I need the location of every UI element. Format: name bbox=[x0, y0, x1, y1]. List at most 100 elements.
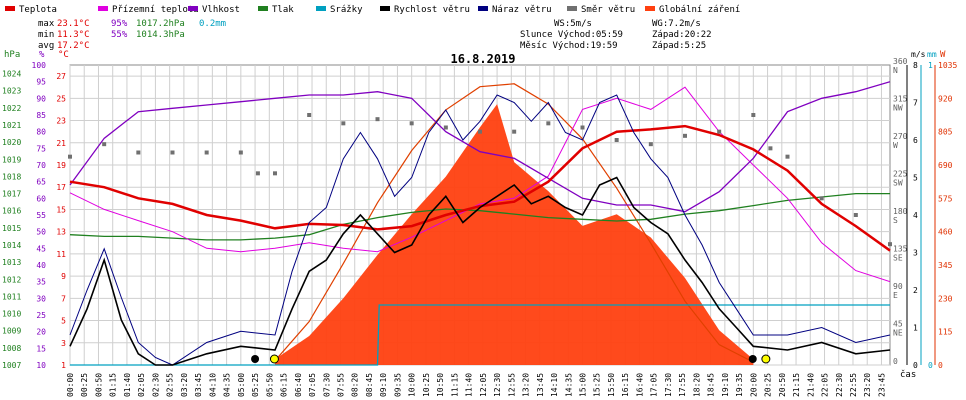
y-tick-pct: 45 bbox=[36, 244, 46, 253]
y-tick-pct: 95 bbox=[36, 78, 46, 87]
moonset-marker bbox=[251, 355, 260, 363]
y-tick-pct: 75 bbox=[36, 144, 46, 153]
y-tick-degc: 27 bbox=[56, 72, 66, 81]
y-tick-pct: 35 bbox=[36, 278, 46, 287]
legend-swatch bbox=[645, 6, 655, 11]
stats-min-humidity: 55% bbox=[111, 30, 128, 40]
y-tick-w: 460 bbox=[938, 228, 953, 237]
x-tick-label: 09:10 bbox=[379, 373, 388, 397]
y-tick-hpa: 1010 bbox=[2, 310, 21, 319]
y-tick-dir: 45 bbox=[893, 320, 903, 329]
y-tick-hpa: 1022 bbox=[2, 104, 21, 113]
y-tick-degc: 15 bbox=[56, 205, 66, 214]
stats-rain: 0.2mm bbox=[199, 19, 226, 29]
series-rychlost-v-tru-line bbox=[69, 176, 891, 366]
x-tick-label: 06:40 bbox=[294, 373, 303, 397]
y-tick-hpa: 1023 bbox=[2, 87, 21, 96]
y-tick-dir: 135 bbox=[893, 245, 908, 254]
y-tick-hpa: 1021 bbox=[2, 121, 21, 130]
y-tick-ms: 1 bbox=[913, 324, 918, 333]
x-tick-label: 05:25 bbox=[251, 373, 260, 397]
x-tick-label: 00:50 bbox=[94, 373, 103, 397]
y-axis-label-hpa: hPa bbox=[4, 50, 20, 60]
x-tick-label: 02:55 bbox=[166, 373, 175, 397]
stats-block: max 23.1°C 95% 1017.2hPa 0.2mm min 11.3°… bbox=[38, 19, 226, 51]
series-sm-r-v-tru-point bbox=[102, 142, 107, 147]
info-ws: WS:5m/s bbox=[554, 19, 592, 29]
x-tick-label: 12:30 bbox=[493, 373, 502, 397]
y-tick-degc: 5 bbox=[61, 317, 66, 326]
series-sm-r-v-tru-point bbox=[238, 150, 243, 155]
stats-max-label: max bbox=[38, 19, 55, 29]
y-tick-w: 115 bbox=[938, 328, 953, 337]
y-tick-pct: 30 bbox=[36, 294, 46, 303]
y-axis-label-pct: % bbox=[39, 50, 45, 60]
x-tick-label: 22:55 bbox=[849, 373, 858, 397]
y-tick-hpa: 1009 bbox=[2, 327, 21, 336]
series-sm-r-v-tru-point bbox=[307, 113, 312, 117]
y-tick-pct: 50 bbox=[36, 228, 46, 237]
x-tick-label: 13:20 bbox=[522, 373, 531, 397]
y-axis-label-ms: m/s bbox=[911, 50, 926, 59]
x-tick-label: 14:10 bbox=[550, 373, 559, 397]
y-tick-dir: 0 bbox=[893, 357, 898, 366]
x-tick-label: 21:40 bbox=[806, 373, 815, 397]
y-tick-pct: 60 bbox=[36, 194, 46, 203]
y-tick-compass: SE bbox=[893, 254, 903, 263]
series-sm-r-v-tru-point bbox=[785, 154, 790, 159]
series-sm-r-v-tru-point bbox=[888, 242, 892, 247]
x-tick-label: 02:30 bbox=[151, 373, 160, 397]
x-tick-label: 00:00 bbox=[66, 373, 75, 397]
legend-swatch bbox=[567, 6, 577, 11]
x-tick-label: 16:15 bbox=[621, 373, 630, 397]
stats-min-label: min bbox=[38, 30, 54, 40]
y-tick-ms: 5 bbox=[913, 174, 918, 183]
legend-swatch bbox=[316, 6, 326, 11]
y-tick-hpa: 1020 bbox=[2, 138, 21, 147]
y-tick-dir: 225 bbox=[893, 170, 908, 179]
series-sm-r-v-tru-point bbox=[717, 129, 722, 134]
y-tick-degc: 1 bbox=[61, 361, 66, 370]
y-tick-ms: 4 bbox=[913, 211, 918, 220]
y-tick-compass: N bbox=[893, 66, 898, 75]
series-sm-r-v-tru-point bbox=[443, 125, 448, 130]
x-tick-label: 10:25 bbox=[422, 373, 431, 397]
series-glob-ln-z-en--area bbox=[275, 104, 754, 365]
x-tick-label: 13:45 bbox=[536, 373, 545, 397]
y-tick-degc: 11 bbox=[56, 250, 66, 259]
y-tick-hpa: 1007 bbox=[2, 361, 21, 370]
y-tick-w: 690 bbox=[938, 161, 953, 170]
y-tick-dir: 315 bbox=[893, 95, 908, 104]
y-tick-w: 345 bbox=[938, 261, 953, 270]
series-sm-r-v-tru-point bbox=[375, 117, 380, 122]
x-tick-label: 08:20 bbox=[351, 373, 360, 397]
series-vlhkost-line bbox=[69, 81, 891, 213]
y-tick-w: 575 bbox=[938, 194, 953, 203]
x-tick-label: 04:35 bbox=[223, 373, 232, 397]
series-sm-r-v-tru-point bbox=[546, 121, 551, 126]
y-tick-mm: 1 bbox=[928, 61, 933, 70]
y-tick-pct: 40 bbox=[36, 261, 46, 270]
y-tick-degc: 17 bbox=[56, 183, 66, 192]
series-sm-r-v-tru-point bbox=[648, 142, 653, 147]
legend-swatch bbox=[98, 6, 108, 11]
legend-label: Náraz větru bbox=[492, 5, 552, 15]
x-tick-label: 05:50 bbox=[265, 373, 274, 397]
x-tick-label: 07:30 bbox=[322, 373, 331, 397]
y-tick-degc: 25 bbox=[56, 94, 66, 103]
y-tick-hpa: 1017 bbox=[2, 190, 21, 199]
y-tick-pct: 25 bbox=[36, 311, 46, 320]
y-tick-hpa: 1008 bbox=[2, 344, 21, 353]
y-tick-ms: 0 bbox=[913, 361, 918, 370]
legend-label: Směr větru bbox=[581, 5, 635, 15]
x-tick-label: 11:40 bbox=[465, 373, 474, 397]
x-tick-label: 20:50 bbox=[778, 373, 787, 397]
y-tick-hpa: 1013 bbox=[2, 258, 21, 267]
x-tick-label: 22:05 bbox=[821, 373, 830, 397]
chart-title: 16.8.2019 bbox=[450, 52, 515, 66]
info-wg: WG:7.2m/s bbox=[652, 19, 701, 29]
x-tick-label: 07:55 bbox=[336, 373, 345, 397]
y-tick-compass: E bbox=[893, 291, 898, 300]
y-tick-degc: 3 bbox=[61, 339, 66, 348]
series-sm-r-v-tru-point bbox=[478, 129, 482, 134]
